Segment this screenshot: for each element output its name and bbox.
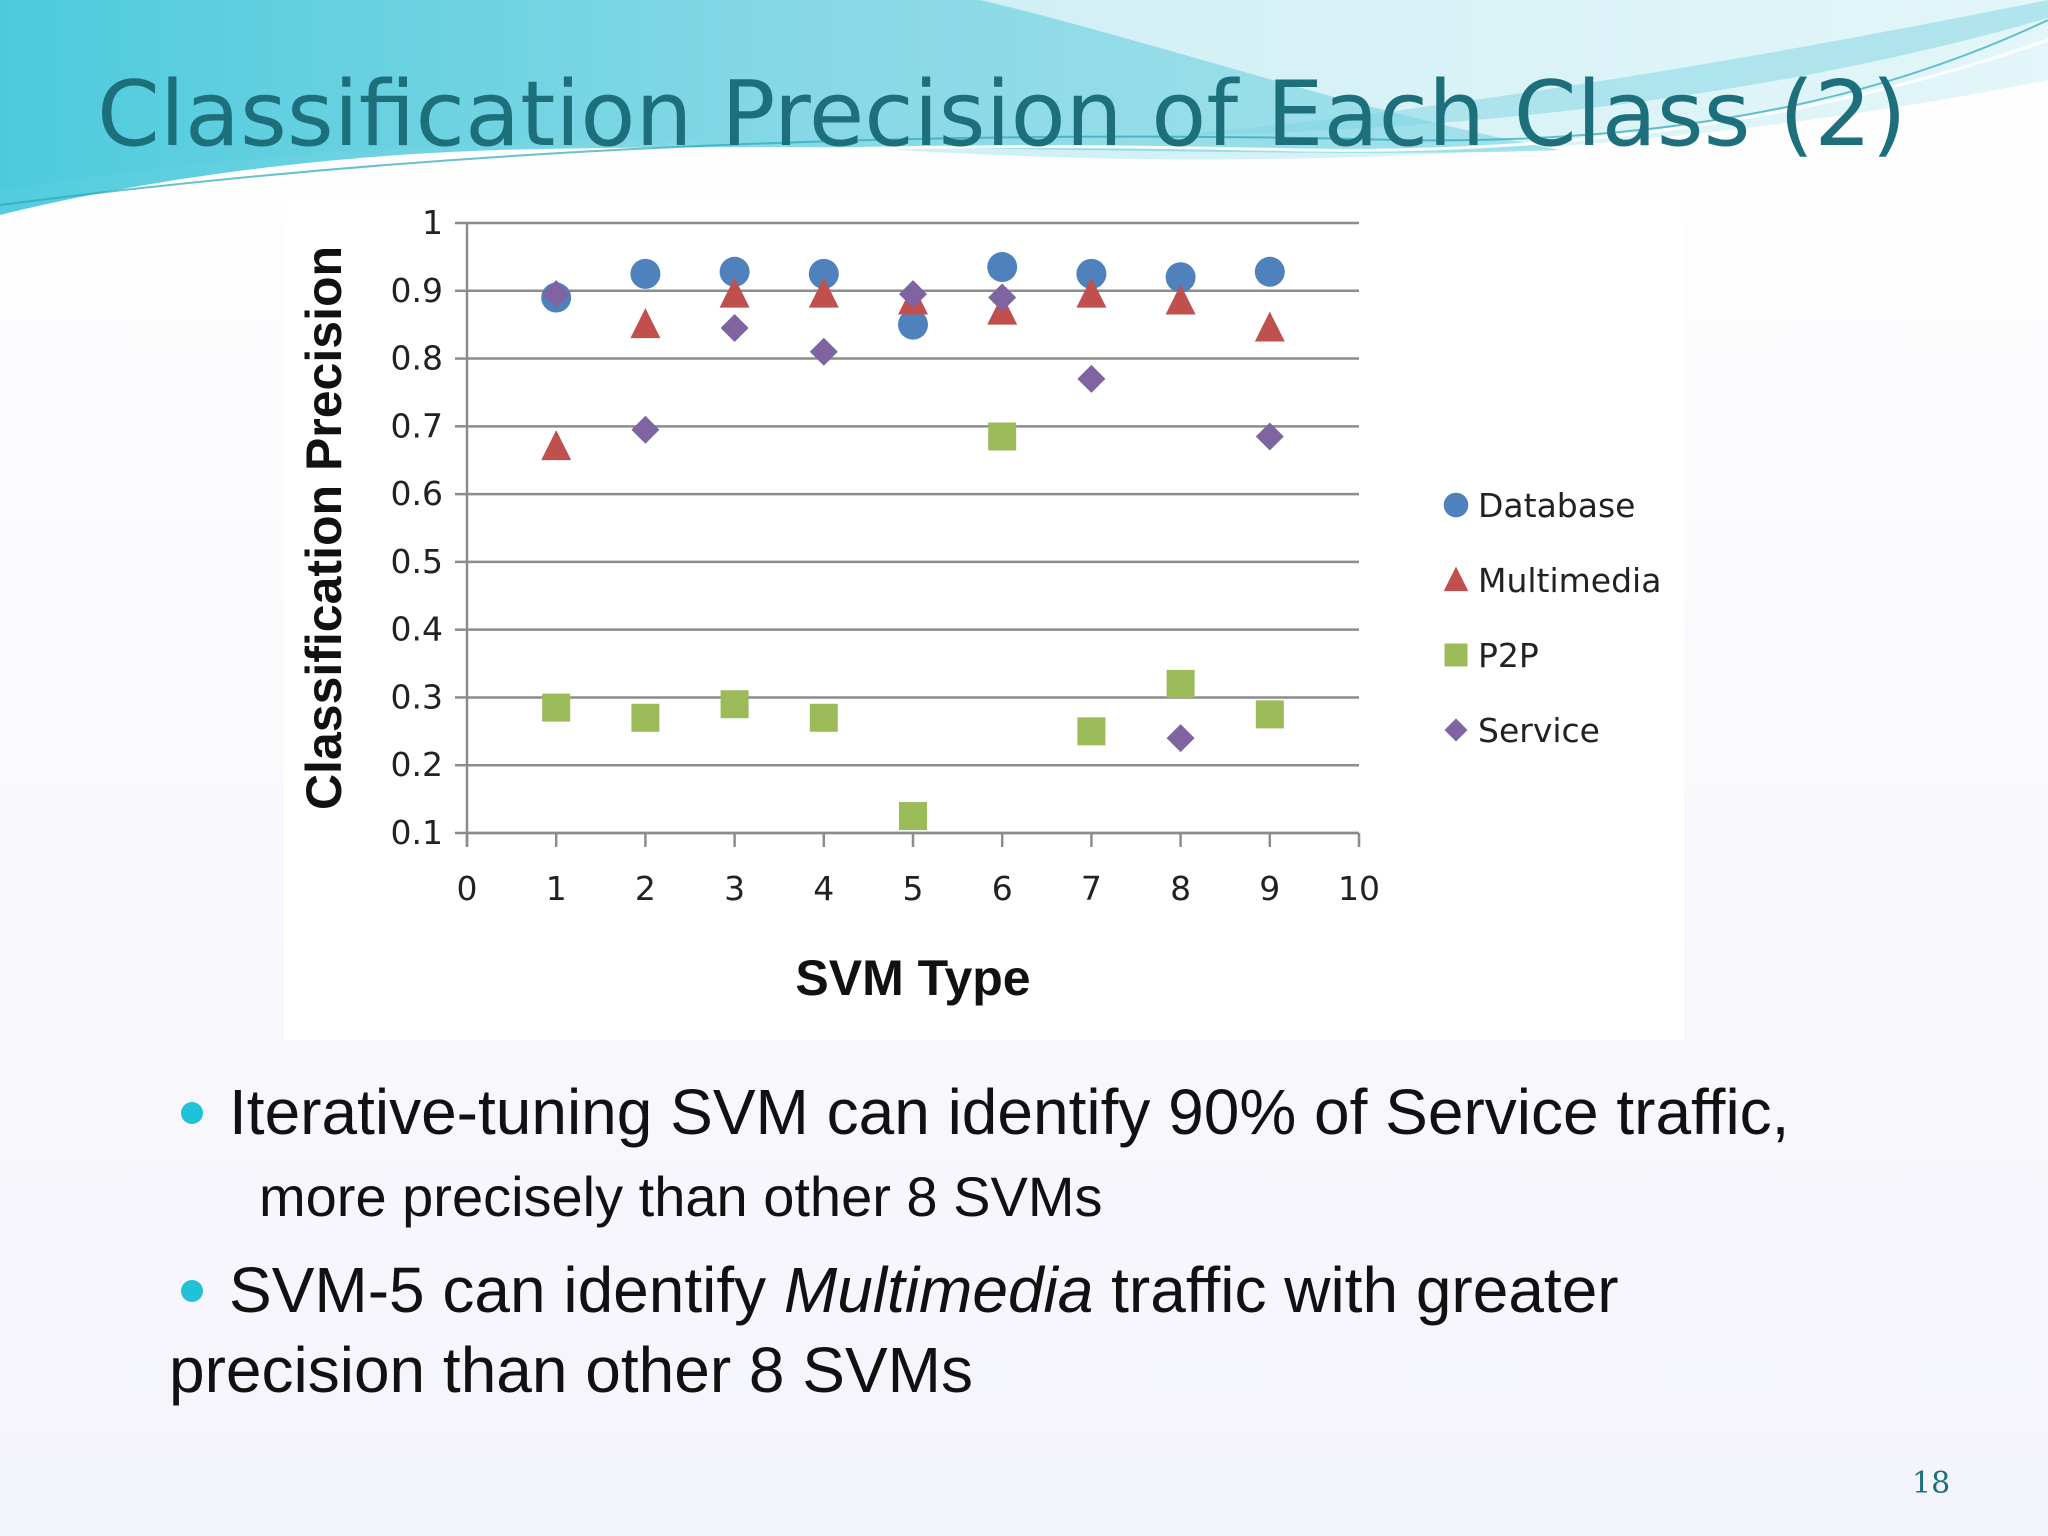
chart-background	[284, 195, 1684, 1040]
p2p-point	[1166, 669, 1195, 698]
service-point	[1255, 422, 1284, 451]
page-number: 18	[1912, 1466, 1951, 1501]
scatter-chart: 0.10.20.30.40.50.60.70.80.910 1 2 3 4 5 6 7 8 9 10…	[284, 195, 1684, 1040]
bullet-2-continuation: precision than other 8 SVMs	[169, 1334, 973, 1406]
slide-title: Classification Precision of Each Class (…	[97, 62, 1907, 167]
multimedia-point	[1165, 284, 1196, 315]
multimedia-point	[541, 430, 572, 461]
service-point	[631, 415, 660, 444]
x-tick-label: 5	[903, 869, 924, 908]
x-tick-label: 7	[1081, 869, 1102, 908]
legend-multimedia-label: Multimedia	[1478, 561, 1661, 600]
y-axis-label: Classification Precision	[296, 246, 352, 810]
y-tick-label: 0.6	[391, 474, 443, 513]
bullet-dot-icon	[181, 1102, 203, 1124]
x-tick-label: 10	[1338, 869, 1380, 908]
p2p-point	[809, 703, 838, 732]
legend-service-label: Service	[1478, 711, 1600, 750]
database-point	[987, 252, 1018, 283]
p2p-point	[1255, 700, 1284, 729]
database-point	[1254, 256, 1285, 287]
y-tick-label: 0.7	[391, 406, 443, 445]
multimedia-point	[808, 277, 839, 308]
legend-multimedia-swatch	[1443, 566, 1469, 592]
p2p-point	[1077, 717, 1106, 746]
x-tick-label: 4	[813, 869, 834, 908]
x-axis-label: SVM Type	[795, 950, 1030, 1006]
bullet-2: SVM-5 can identify Multimedia traffic wi…	[175, 1250, 1975, 1330]
legend-p2p-swatch	[1444, 643, 1468, 667]
y-tick-label: 0.9	[391, 271, 443, 310]
p2p-point	[542, 693, 571, 722]
legend-database-swatch	[1443, 492, 1469, 518]
service-point	[988, 283, 1017, 312]
y-tick-label: 0.3	[391, 677, 443, 716]
multimedia-point	[1254, 311, 1285, 342]
p2p-point	[988, 422, 1017, 451]
service-point	[542, 280, 571, 309]
legend-p2p-label: P2P	[1478, 636, 1539, 675]
service-point	[1166, 724, 1195, 753]
database-point	[898, 309, 928, 340]
database-point	[719, 256, 750, 287]
bullet-2-text-emphasis: Multimedia	[783, 1254, 1094, 1326]
x-tick-label: 6	[992, 869, 1013, 908]
database-point	[1076, 258, 1107, 289]
y-tick-label: 0.1	[391, 813, 443, 852]
y-tick-label: 0.2	[391, 745, 443, 784]
bullet-2-text-pre: SVM-5 can identify	[229, 1254, 784, 1326]
multimedia-point	[630, 308, 661, 339]
x-tick-label: 0	[457, 869, 478, 908]
y-tick-label: 1	[422, 203, 443, 242]
database-point	[808, 258, 839, 289]
bullet-dot-icon	[181, 1280, 203, 1302]
bullet-1: Iterative-tuning SVM can identify 90% of…	[175, 1072, 1975, 1152]
service-point	[809, 337, 838, 366]
service-point	[720, 314, 749, 343]
data-marks	[541, 252, 1285, 831]
y-tick-label: 0.5	[391, 542, 443, 581]
service-point	[899, 280, 927, 309]
multimedia-point	[719, 277, 750, 308]
database-point	[1165, 262, 1196, 293]
chart-area: 0.1 0.2 0.3 0.4 0.5 0.6 0.7 0.8 0.9 1 0 1 2 3 4 5 6 7 8 9 10…	[284, 195, 1684, 1040]
legend-service-swatch	[1444, 718, 1468, 742]
axes: 0.10.20.30.40.50.60.70.80.910 1 2 3 4 5 6 7 8 9 10	[391, 203, 1380, 908]
p2p-point	[631, 703, 660, 732]
database-point	[630, 258, 661, 289]
header-wave-dark	[0, 0, 1560, 215]
y-tick-label: 0.4	[391, 610, 443, 649]
service-point	[1077, 364, 1106, 393]
p2p-point	[720, 690, 749, 719]
x-tick-label: 1	[546, 869, 567, 908]
x-tick-label: 8	[1170, 869, 1191, 908]
legend: Database Multimedia P2P Service	[1443, 486, 1661, 750]
legend-database-label: Database	[1478, 486, 1635, 525]
p2p-point	[899, 802, 927, 831]
bullet-2-text-post: traffic with greater	[1093, 1254, 1619, 1326]
y-tick-label: 0.8	[391, 339, 443, 378]
x-tick-label: 2	[635, 869, 656, 908]
x-tick-label: 9	[1259, 869, 1280, 908]
multimedia-point	[1076, 277, 1107, 308]
x-tick-label: 3	[724, 869, 745, 908]
bullet-1-continuation: more precisely than other 8 SVMs	[259, 1165, 1103, 1228]
bullet-list: Iterative-tuning SVM can identify 90% of…	[169, 1072, 1975, 1410]
bullet-1-text: Iterative-tuning SVM can identify 90% of…	[229, 1076, 1790, 1148]
